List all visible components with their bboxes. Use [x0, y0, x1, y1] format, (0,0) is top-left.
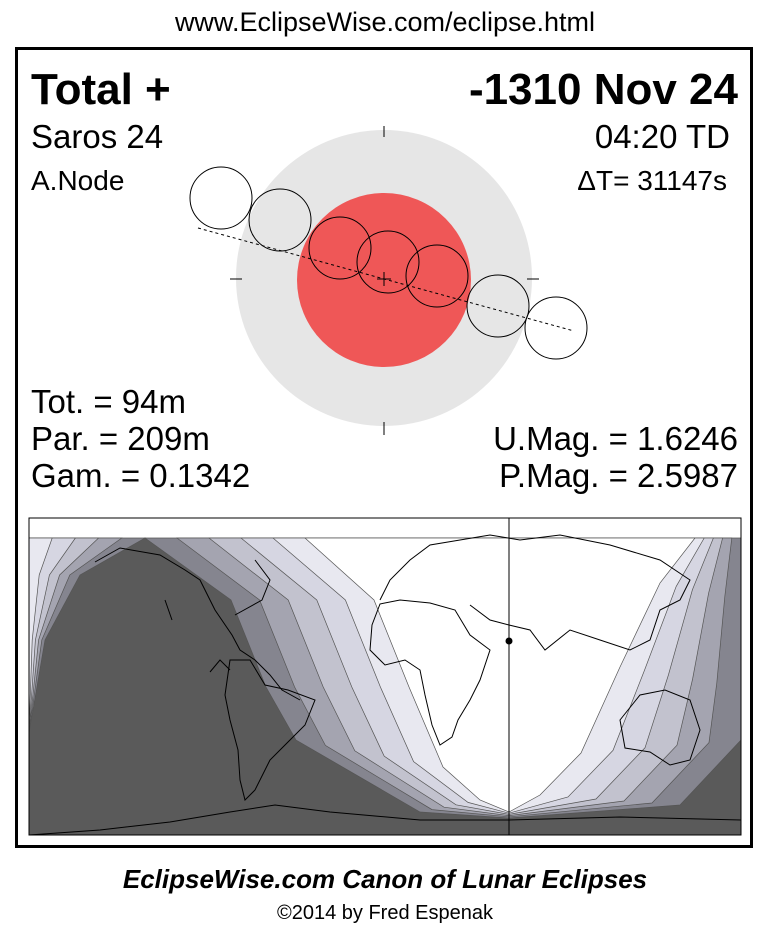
eclipse-time: 04:20 TD	[594, 118, 730, 155]
moon-positions	[189, 166, 588, 360]
australia-outline	[619, 689, 701, 766]
africa-outline	[369, 599, 491, 746]
eclipse-date: -1310 Nov 24	[468, 65, 738, 114]
moon-disk	[248, 188, 312, 252]
south-america-outline	[224, 659, 316, 801]
moon-disk	[466, 274, 530, 338]
moon-zenith-dot	[505, 637, 513, 645]
saros-number: Saros 24	[31, 118, 164, 155]
north-america-outline	[94, 547, 301, 701]
footer-title: EclipseWise.com Canon of Lunar Eclipses	[122, 864, 648, 894]
map-polar-day	[29, 518, 741, 538]
shadow-diagram	[189, 126, 588, 435]
partial-duration: Par. = 209m	[31, 420, 210, 457]
node-label: A.Node	[31, 165, 125, 196]
continent-outlines	[28, 534, 742, 836]
visibility-band-wrap	[28, 537, 53, 734]
map-border	[28, 517, 742, 836]
moon-disk	[189, 166, 253, 230]
visibility-band	[304, 537, 696, 813]
antarctica-outline	[28, 804, 742, 836]
umbral-magnitude: U.Mag. = 1.6246	[493, 420, 738, 457]
visibility-map	[28, 517, 742, 836]
source-url: www.EclipseWise.com/eclipse.html	[174, 7, 596, 37]
eclipse-panel-frame	[15, 47, 753, 848]
eclipse-type: Total +	[31, 65, 171, 114]
moon-disk	[405, 244, 469, 308]
delta-t: ΔT= 31147s	[577, 165, 727, 196]
moon-disk	[356, 230, 420, 294]
moon-path	[197, 227, 575, 332]
moon-disk	[524, 296, 588, 360]
eurasia-outline	[379, 534, 691, 651]
moon-disk	[308, 216, 372, 280]
gamma-value: Gam. = 0.1342	[31, 457, 251, 494]
copyright: ©2014 by Fred Espenak	[277, 902, 493, 924]
totality-duration: Tot. = 94m	[31, 383, 186, 420]
penumbral-magnitude: P.Mag. = 2.5987	[499, 457, 738, 494]
